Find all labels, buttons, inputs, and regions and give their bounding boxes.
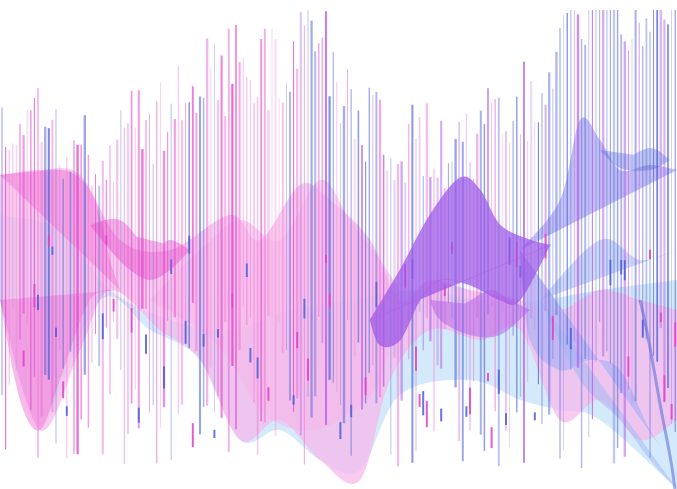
ribbon-magenta-twist bbox=[90, 218, 190, 280]
blue-streak bbox=[638, 299, 677, 489]
ribbon-magenta-left bbox=[0, 169, 120, 431]
ribbon-overlay-layer bbox=[90, 148, 677, 489]
vertical-lines-layer bbox=[1, 10, 677, 468]
ribbon-lavender-right bbox=[520, 117, 677, 470]
ribbon-blue-cap bbox=[600, 148, 670, 171]
ribbon-layer bbox=[0, 117, 677, 489]
ribbon-pink-hump bbox=[150, 179, 400, 431]
ribbon-violet-lower bbox=[430, 289, 530, 338]
